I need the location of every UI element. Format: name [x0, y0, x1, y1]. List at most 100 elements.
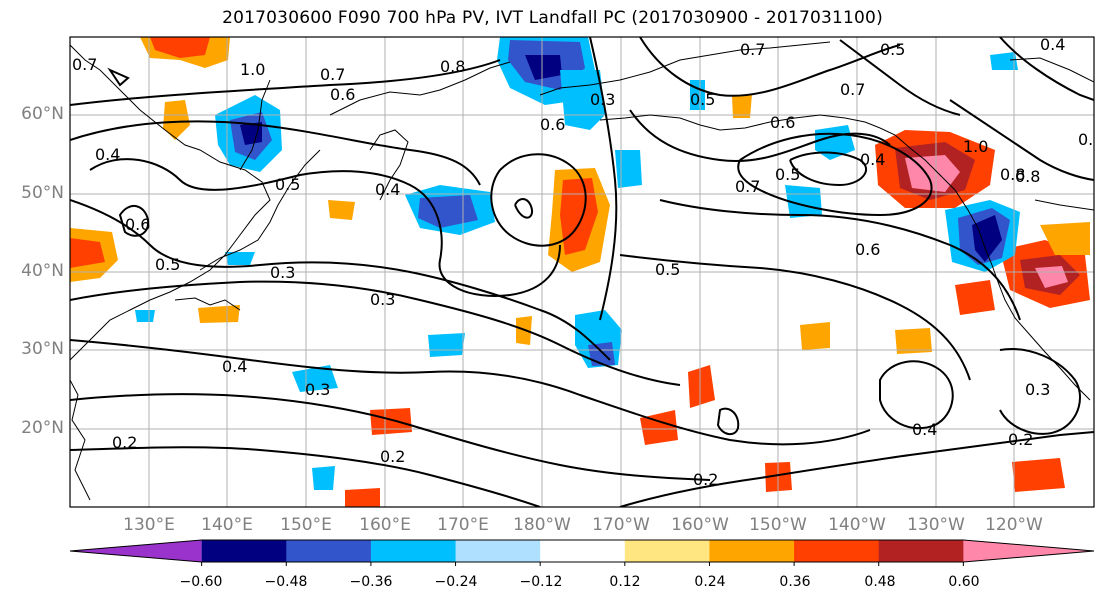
neg-anomaly: [225, 252, 255, 265]
lon-label: 150°E: [280, 515, 332, 535]
contour-label: 0.6: [855, 240, 880, 259]
contour-label: 0.3: [270, 263, 295, 282]
contour-label: 0.5: [655, 260, 680, 279]
contour-label: 0.2: [693, 470, 718, 489]
contour-label: 0.2: [1078, 130, 1103, 149]
pos-anomaly: [955, 280, 995, 315]
contour-label: 0.7: [735, 177, 760, 196]
contour-label: 0.5: [880, 40, 905, 59]
contour-label: 0.4: [95, 145, 120, 164]
contour-label: 0.5: [775, 165, 800, 184]
graticule: [70, 37, 1094, 507]
pos-anomaly: [328, 200, 355, 220]
lon-label: 140°W: [828, 515, 886, 535]
contour-label: 0.2: [380, 447, 405, 466]
colorbar-tick-label: 0.12: [609, 574, 641, 590]
contour-label: 0.8: [1015, 167, 1040, 186]
neg-anomaly: [240, 122, 262, 145]
colorbar-tick-label: −0.48: [264, 574, 308, 590]
pos-anomaly: [688, 365, 715, 408]
lon-label: 150°W: [749, 515, 807, 535]
contour-labels: 0.7 0.6 0.8 0.7 0.5 0.4 0.7 0.6 0.5 0.5 …: [72, 37, 1103, 489]
contour-label: 0.4: [222, 357, 247, 376]
lon-label: 140°E: [201, 515, 253, 535]
lat-label: 20°N: [21, 418, 64, 438]
pos-anomaly: [895, 328, 932, 354]
contour-label: 0.4: [912, 420, 937, 439]
contour-label: 0.5: [690, 90, 715, 109]
contour-label: 0.6: [540, 115, 565, 134]
contour-label: 0.4: [860, 150, 885, 169]
colorbar-segment: [455, 540, 541, 562]
pos-anomaly: [732, 94, 752, 118]
lon-label: 120°W: [985, 515, 1043, 535]
contour-label: 0.7: [840, 80, 865, 99]
colorbar-tick-label: 0.24: [694, 574, 726, 590]
colorbar-segment: [286, 540, 372, 562]
pos-anomaly: [70, 238, 105, 268]
lat-label: 60°N: [21, 104, 64, 124]
lon-label: 160°W: [671, 515, 729, 535]
pos-anomaly: [1012, 458, 1065, 492]
neg-anomaly: [135, 310, 155, 322]
neg-anomaly: [525, 55, 562, 80]
pos-anomaly: [800, 322, 830, 350]
colorbar: [69, 539, 1095, 566]
neg-anomaly: [428, 333, 465, 357]
neg-anomaly: [615, 150, 642, 188]
pos-anomaly: [150, 37, 210, 58]
colorbar-segment: [70, 540, 202, 562]
pos-anomaly: [1040, 222, 1090, 255]
contour-label: 0.6: [770, 113, 795, 132]
contour-label: 0.3: [1025, 380, 1050, 399]
lon-label: 180°W: [513, 515, 571, 535]
neg-anomaly: [785, 185, 822, 218]
map-title: 2017030600 F090 700 hPa PV, IVT Landfall…: [222, 8, 883, 28]
lat-label: 30°N: [21, 339, 64, 359]
coastlines: [70, 41, 1094, 501]
lon-label: 130°E: [123, 515, 175, 535]
colorbar-tick-label: 0.48: [864, 574, 896, 590]
colorbar-tick-label: 0.60: [948, 574, 980, 590]
colorbar-tick-label: −0.24: [434, 574, 478, 590]
colorbar-segment: [878, 540, 964, 562]
colorbar-segment: [794, 540, 880, 562]
lon-label: 170°E: [437, 515, 489, 535]
pos-anomaly: [163, 100, 190, 140]
lat-label: 40°N: [21, 261, 64, 281]
contour-label: 0.3: [305, 380, 330, 399]
contour-label: 0.6: [125, 215, 150, 234]
contour-label: 1.0: [963, 137, 988, 156]
lat-label: 50°N: [21, 183, 64, 203]
colorbar-tick-label: 0.36: [779, 574, 811, 590]
neg-anomaly: [588, 342, 615, 366]
colorbar-segment: [624, 540, 710, 562]
map-frame: [69, 36, 1095, 508]
contour-label: 0.7: [72, 55, 97, 74]
pv-contours: [70, 37, 1094, 507]
neg-anomaly: [312, 466, 335, 490]
contour-label: 0.7: [740, 40, 765, 59]
contour-label: 0.8: [440, 57, 465, 76]
contour-label: 0.4: [375, 180, 400, 199]
colorbar-tick-label: −0.36: [349, 574, 393, 590]
contour-label: 0.3: [370, 290, 395, 309]
pos-anomaly: [345, 488, 380, 507]
contour-label: 0.7: [320, 65, 345, 84]
neg-anomaly: [972, 215, 1002, 262]
colorbar-segment: [963, 540, 1094, 562]
pos-anomaly: [370, 408, 412, 435]
neg-anomaly: [990, 52, 1018, 70]
contour-label: 0.2: [112, 433, 137, 452]
contour-label: 0.5: [275, 175, 300, 194]
lon-label: 170°W: [592, 515, 650, 535]
contour-label: 0.2: [1008, 430, 1033, 449]
colorbar-segment: [709, 540, 795, 562]
lon-label: 130°W: [907, 515, 965, 535]
colorbar-segment: [201, 540, 287, 562]
contour-label: 1.0: [240, 60, 265, 79]
neg-anomaly: [292, 365, 338, 392]
colorbar-tick-label: −0.60: [179, 574, 223, 590]
contour-label: 0.8: [1000, 165, 1025, 184]
